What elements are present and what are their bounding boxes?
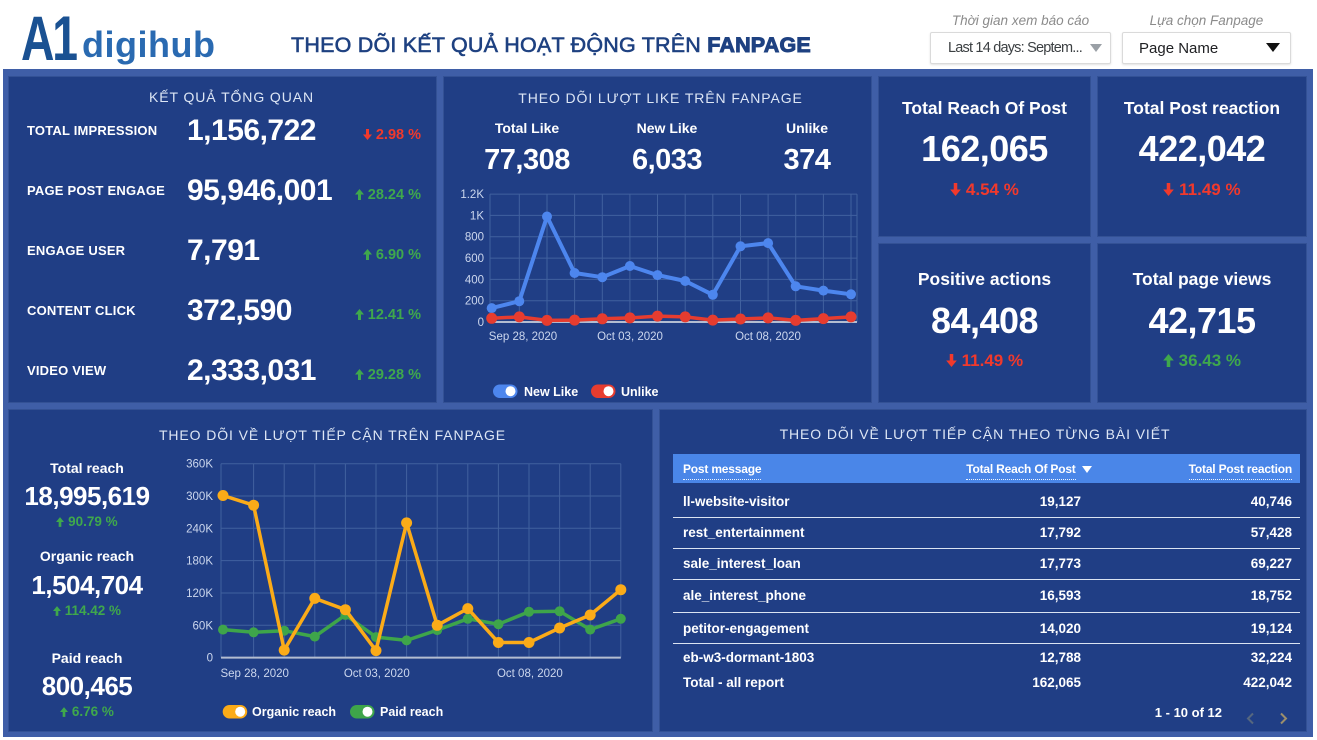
svg-text:300K: 300K [186, 491, 213, 503]
svg-text:1K: 1K [470, 210, 484, 222]
svg-text:0: 0 [478, 317, 484, 329]
svg-text:120K: 120K [186, 588, 213, 600]
svg-text:60K: 60K [193, 620, 214, 632]
svg-text:180K: 180K [186, 556, 213, 568]
svg-text:Oct 03, 2020: Oct 03, 2020 [597, 331, 663, 343]
svg-text:0: 0 [207, 653, 213, 665]
svg-text:Oct 03, 2020: Oct 03, 2020 [344, 668, 410, 680]
svg-text:Sep 28, 2020: Sep 28, 2020 [220, 668, 288, 680]
svg-text:1.2K: 1.2K [460, 189, 484, 201]
svg-text:240K: 240K [186, 523, 213, 535]
svg-text:600: 600 [465, 253, 484, 265]
svg-text:400: 400 [465, 274, 484, 286]
svg-text:Oct 08, 2020: Oct 08, 2020 [735, 331, 801, 343]
svg-text:800: 800 [465, 232, 484, 244]
svg-text:Oct 08, 2020: Oct 08, 2020 [497, 668, 563, 680]
svg-text:Sep 28, 2020: Sep 28, 2020 [489, 331, 557, 343]
svg-text:360K: 360K [186, 459, 213, 471]
svg-text:200: 200 [465, 296, 484, 308]
